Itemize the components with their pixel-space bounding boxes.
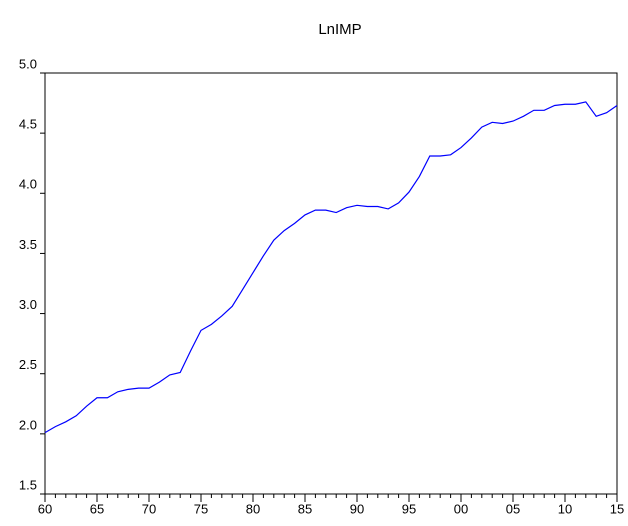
plot-frame <box>44 72 618 495</box>
x-tick-label: 75 <box>194 501 208 516</box>
y-tick-label: 3.0 <box>19 297 37 312</box>
x-tick-label: 00 <box>454 501 468 516</box>
x-tick-label: 15 <box>610 501 624 516</box>
chart-title: LnIMP <box>318 21 361 38</box>
x-tick-label: 10 <box>558 501 572 516</box>
x-tick-label: 70 <box>142 501 156 516</box>
y-tick-label: 3.5 <box>19 237 37 252</box>
x-tick-label: 80 <box>246 501 260 516</box>
y-tick-label: 5.0 <box>19 56 37 71</box>
y-tick-label: 2.5 <box>19 357 37 372</box>
y-tick-label: 2.0 <box>19 417 37 432</box>
y-tick-label: 4.5 <box>19 117 37 132</box>
x-tick-label: 05 <box>506 501 520 516</box>
y-tick-label: 1.5 <box>19 477 37 492</box>
data-line <box>44 101 618 434</box>
x-tick-label: 65 <box>90 501 104 516</box>
x-tick-label: 60 <box>38 501 52 516</box>
y-tick-label: 4.0 <box>19 177 37 192</box>
x-tick-label: 95 <box>402 501 416 516</box>
x-tick-label: 85 <box>298 501 312 516</box>
x-tick-label: 90 <box>350 501 364 516</box>
